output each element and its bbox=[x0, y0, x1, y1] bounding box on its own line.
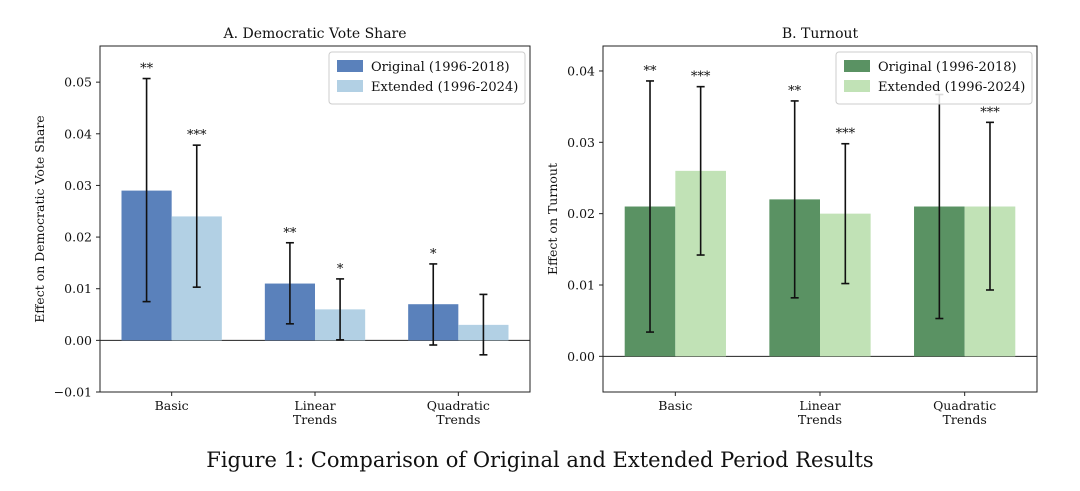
panel-a-ytick-label-3: 0.02 bbox=[64, 230, 92, 245]
panel-a-ylabel: Effect on Democratic Vote Share bbox=[32, 115, 47, 322]
panel-b-ytick-label-0: 0.00 bbox=[567, 349, 595, 364]
panel-b-legend-box bbox=[835, 51, 1033, 105]
panel-b-significance-s2-c2: *** bbox=[836, 127, 856, 142]
panel-b-significance-s1-c2: ** bbox=[788, 84, 802, 99]
panel-b-legend-swatch-1 bbox=[844, 60, 870, 72]
panel-b-ytick-label-3: 0.03 bbox=[567, 135, 595, 150]
panel-a-legend-swatch-1 bbox=[337, 60, 363, 72]
panel-a-legend-box bbox=[328, 51, 526, 105]
panel-a-xtick-label-2-1: Trends bbox=[436, 412, 480, 427]
panel-a-xtick-label-1-1: Trends bbox=[293, 412, 337, 427]
panel-b-legend-swatch-2 bbox=[844, 80, 870, 92]
panel-a-ytick-label-1: 0.00 bbox=[64, 333, 92, 348]
panel-a-significance-s1-c2: ** bbox=[283, 226, 297, 241]
panel-b-title: B. Turnout bbox=[782, 26, 859, 42]
panel-a-ytick-label-5: 0.04 bbox=[64, 126, 92, 141]
panel-a-significance-s2-c1: *** bbox=[187, 128, 207, 143]
panel-b-xtick-label-1-1: Trends bbox=[798, 412, 842, 427]
panel-b-legend-label-2: Extended (1996-2024) bbox=[878, 80, 1025, 95]
panel-b-ytick-label-1: 0.01 bbox=[567, 277, 595, 292]
panel-b-xtick-label-1-0: Linear bbox=[799, 398, 840, 413]
panel-b-ylabel: Effect on Turnout bbox=[545, 163, 560, 275]
panel-a-significance-s1-c1: ** bbox=[140, 62, 154, 77]
panel-a-ytick-label-4: 0.03 bbox=[64, 178, 92, 193]
figure-caption: Figure 1: Comparison of Original and Ext… bbox=[206, 448, 874, 472]
panel-a-ytick-label-2: 0.01 bbox=[64, 281, 92, 296]
panel-b-significance-s2-c1: *** bbox=[691, 70, 711, 85]
panel-b-xtick-label-2-0: Quadratic bbox=[933, 398, 996, 413]
figure: A. Democratic Vote Share Effect on Democr… bbox=[32, 26, 1038, 427]
panel-a-xtick-label-0-0: Basic bbox=[155, 398, 189, 413]
panel-b-ytick-label-2: 0.02 bbox=[567, 206, 595, 221]
panel-b-xtick-label-2-1: Trends bbox=[943, 412, 987, 427]
panel-a-xtick-label-1-0: Linear bbox=[294, 398, 335, 413]
panel-b-legend-label-1: Original (1996-2018) bbox=[878, 60, 1017, 75]
panel-a-ytick-label-6: 0.05 bbox=[64, 75, 92, 90]
panel-a-ytick-label-0: −0.01 bbox=[54, 385, 92, 400]
panel-a-xtick-label-2-0: Quadratic bbox=[427, 398, 490, 413]
panel-a-title: A. Democratic Vote Share bbox=[222, 26, 406, 42]
panel-a-significance-s2-c2: * bbox=[337, 262, 344, 277]
panel-a-legend-swatch-2 bbox=[337, 80, 363, 92]
panel-a-legend-label-2: Extended (1996-2024) bbox=[371, 80, 518, 95]
panel-a-legend-label-1: Original (1996-2018) bbox=[371, 60, 510, 75]
panel-a-significance-s1-c3: * bbox=[430, 247, 437, 262]
panel-b-significance-s2-c3: *** bbox=[980, 105, 1000, 120]
panel-b-xtick-label-0-0: Basic bbox=[658, 398, 692, 413]
panel-b-significance-s1-c1: ** bbox=[644, 64, 658, 79]
panel-b-ytick-label-4: 0.04 bbox=[567, 63, 595, 78]
